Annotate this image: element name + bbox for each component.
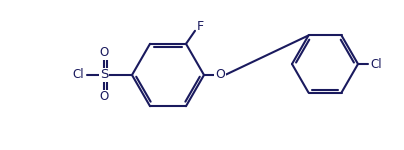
- Text: Cl: Cl: [72, 69, 84, 81]
- Text: Cl: Cl: [370, 57, 382, 70]
- Text: F: F: [196, 20, 204, 33]
- Text: O: O: [215, 69, 225, 81]
- Text: S: S: [100, 69, 108, 81]
- Text: O: O: [99, 46, 109, 60]
- Text: O: O: [99, 90, 109, 104]
